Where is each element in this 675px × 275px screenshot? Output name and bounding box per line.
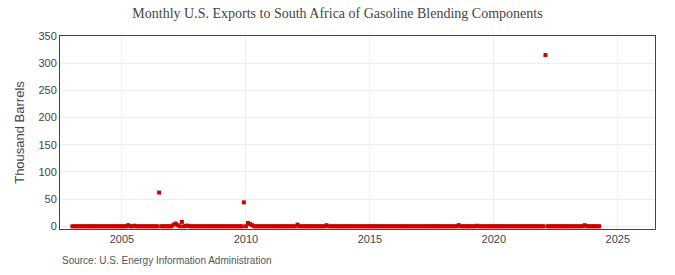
svg-text:300: 300 — [38, 57, 56, 69]
svg-text:350: 350 — [38, 30, 56, 42]
svg-text:Monthly U.S. Exports to South: Monthly U.S. Exports to South Africa of … — [132, 6, 542, 21]
svg-text:2025: 2025 — [606, 233, 630, 245]
svg-text:50: 50 — [45, 193, 57, 205]
svg-text:100: 100 — [38, 166, 56, 178]
svg-text:Thousand Barrels: Thousand Barrels — [12, 81, 27, 184]
svg-text:2020: 2020 — [482, 233, 506, 245]
svg-text:Source: U.S. Energy Informatio: Source: U.S. Energy Information Administ… — [62, 255, 272, 266]
svg-text:2015: 2015 — [358, 233, 382, 245]
svg-text:2010: 2010 — [234, 233, 258, 245]
svg-text:250: 250 — [38, 84, 56, 96]
svg-text:2005: 2005 — [110, 233, 134, 245]
svg-text:150: 150 — [38, 139, 56, 151]
svg-text:0: 0 — [51, 220, 57, 232]
svg-text:200: 200 — [38, 111, 56, 123]
